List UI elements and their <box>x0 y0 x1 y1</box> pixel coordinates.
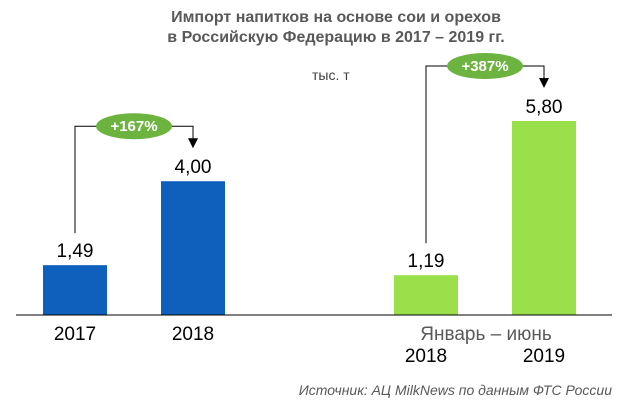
value-label-1-1: 5,80 <box>526 97 563 118</box>
value-label-0-1: 4,00 <box>175 157 212 178</box>
chart-title-line1: Импорт напитков на основе сои и орехов <box>171 9 501 26</box>
x-tick-label-0-0: 2017 <box>54 324 96 345</box>
chart-title-line2: в Российскую Федерацию в 2017 – 2019 гг. <box>167 29 504 46</box>
change-badge-label-0: +167% <box>110 118 157 135</box>
bar-0-0 <box>43 265 107 315</box>
change-badge-label-1: +387% <box>461 58 508 75</box>
x-tick-label-0-1: 2018 <box>172 324 214 345</box>
change-arrowhead-1 <box>539 78 549 88</box>
source-note: Источник: АЦ MilkNews по данным ФТС Росс… <box>299 382 612 398</box>
change-arrowhead-0 <box>188 138 198 149</box>
unit-label: тыс. т <box>312 67 350 83</box>
change-badge-1 <box>447 53 523 79</box>
x-tick-label-1-1: 2019 <box>523 346 565 367</box>
bar-1-0 <box>394 275 458 315</box>
value-label-1-0: 1,19 <box>408 251 445 272</box>
period-label: Январь – июнь <box>420 324 552 345</box>
plot-area: 1,49 2017 4,00 2018 +167% 1,19 2018 5,80 2019 +38… <box>43 53 576 367</box>
change-badge-0 <box>96 113 172 140</box>
value-label-0-0: 1,49 <box>57 241 94 262</box>
bar-1-1 <box>512 121 576 315</box>
bar-0-1 <box>161 181 225 315</box>
x-tick-label-1-0: 2018 <box>405 346 447 367</box>
